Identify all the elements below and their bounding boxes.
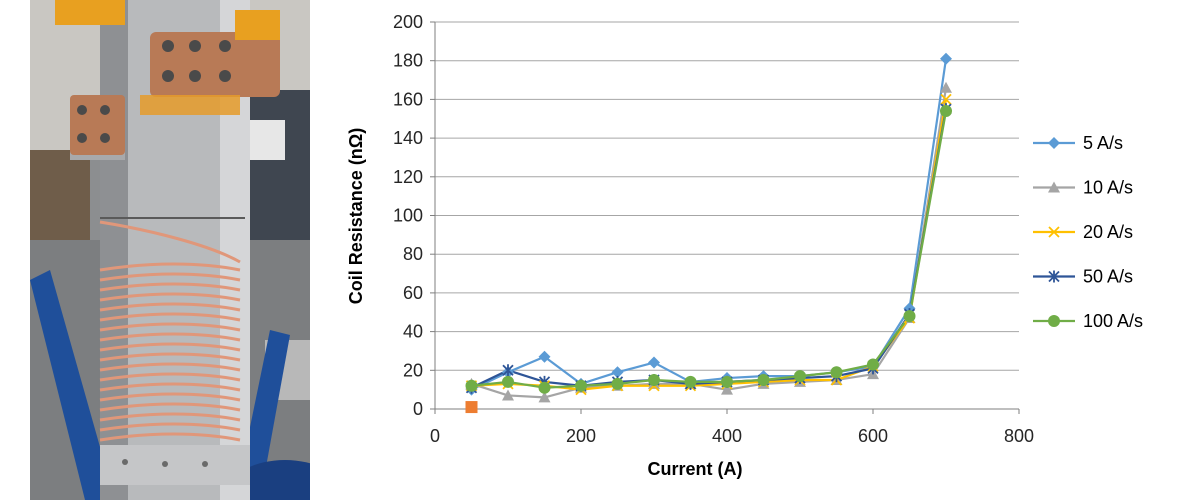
legend-item: 100 A/s xyxy=(1033,311,1143,331)
data-point xyxy=(538,350,551,363)
data-point xyxy=(940,93,952,106)
data-point xyxy=(757,373,770,386)
series-line-2 xyxy=(471,99,948,391)
series-line-4 xyxy=(471,110,948,389)
legend-item: 20 A/s xyxy=(1033,222,1133,242)
data-point xyxy=(794,370,806,383)
data-point xyxy=(538,381,551,394)
y-tick-label: 200 xyxy=(393,12,423,32)
data-point xyxy=(721,383,733,395)
x-tick-label: 0 xyxy=(430,426,440,446)
series-markers xyxy=(465,52,952,414)
data-point xyxy=(648,373,660,386)
y-tick-label: 100 xyxy=(393,206,423,226)
legend-swatch-marker xyxy=(1048,137,1060,149)
series-line-3 xyxy=(471,108,948,389)
data-point-extra xyxy=(465,401,478,414)
x-tick-label: 800 xyxy=(1004,426,1034,446)
legend-item: 50 A/s xyxy=(1033,267,1133,287)
y-tick-label: 180 xyxy=(393,51,423,71)
y-axis-ticks: 0 20 40 60 80 100 120 140 160 180 200 xyxy=(393,12,435,419)
data-point xyxy=(611,377,624,390)
series-line-1 xyxy=(471,87,948,399)
y-tick-label: 140 xyxy=(393,128,423,148)
coil-apparatus-photo xyxy=(30,0,310,500)
y-axis-label: Coil Resistance (nΩ) xyxy=(346,128,366,304)
data-point xyxy=(867,358,879,371)
y-tick-label: 80 xyxy=(403,244,423,264)
data-point xyxy=(502,364,514,377)
data-point xyxy=(575,379,587,392)
data-point xyxy=(940,105,952,118)
x-axis-ticks: 0 200 400 600 800 xyxy=(430,409,1034,446)
y-tick-label: 40 xyxy=(403,322,423,342)
x-tick-label: 400 xyxy=(712,426,742,446)
legend-item: 10 A/s xyxy=(1033,178,1133,198)
data-point xyxy=(940,52,952,65)
x-tick-label: 600 xyxy=(858,426,888,446)
data-point xyxy=(502,389,514,401)
data-point xyxy=(721,375,733,388)
data-point xyxy=(903,310,916,323)
legend-label: 20 A/s xyxy=(1083,222,1133,242)
x-tick-label: 200 xyxy=(566,426,596,446)
series-lines xyxy=(471,58,948,399)
x-axis-label: Current (A) xyxy=(648,459,743,479)
y-tick-label: 60 xyxy=(403,283,423,303)
data-point xyxy=(465,379,478,392)
legend-label: 50 A/s xyxy=(1083,267,1133,287)
legend-swatch-marker xyxy=(1048,270,1060,283)
resistance-line-chart: 0 20 40 60 80 100 120 140 160 180 200 0 200 400 600 80… xyxy=(346,12,1143,479)
data-point xyxy=(611,366,624,379)
y-tick-label: 20 xyxy=(403,360,423,380)
legend-item: 5 A/s xyxy=(1033,133,1123,153)
data-point xyxy=(648,356,660,369)
data-point xyxy=(538,391,551,403)
chart-legend: 5 A/s 10 A/s 20 A/s 50 A/s 100 A/s xyxy=(1033,133,1143,331)
y-tick-label: 160 xyxy=(393,89,423,109)
data-point xyxy=(940,81,952,93)
series-line-0 xyxy=(471,58,948,391)
legend-label: 100 A/s xyxy=(1083,311,1143,331)
data-point xyxy=(830,366,843,379)
y-tick-label: 0 xyxy=(413,399,423,419)
legend-swatch-marker xyxy=(1048,315,1060,327)
chart-gridlines xyxy=(435,21,1019,371)
legend-label: 5 A/s xyxy=(1083,133,1123,153)
data-point xyxy=(502,375,514,388)
data-point xyxy=(684,375,697,388)
legend-swatch-marker xyxy=(1048,181,1060,193)
y-tick-label: 120 xyxy=(393,167,423,187)
legend-swatch-marker xyxy=(1048,226,1060,238)
legend-label: 10 A/s xyxy=(1083,178,1133,198)
